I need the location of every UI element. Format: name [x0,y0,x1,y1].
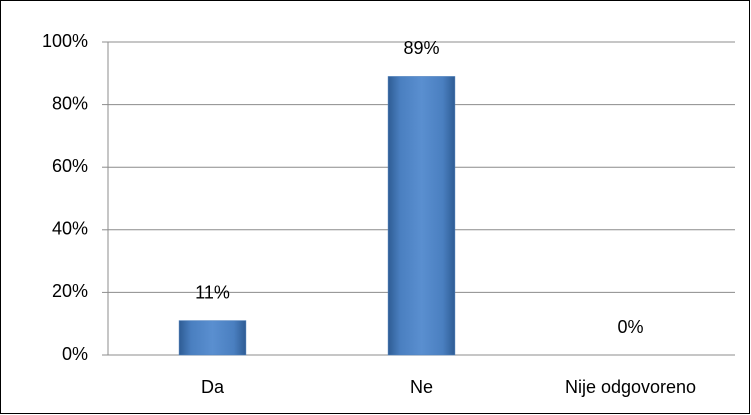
bar [387,76,456,356]
bar [178,320,247,356]
y-tick-label: 80% [52,93,88,113]
y-tick-label: 40% [52,219,88,239]
x-tick-label: Ne [410,377,433,397]
data-label: 0% [617,317,643,337]
x-tick-label: Da [201,377,225,397]
y-tick-label: 60% [52,156,88,176]
data-label: 89% [403,38,439,58]
data-label: 11% [195,282,230,302]
y-tick-label: 100% [42,31,88,51]
y-tick-label: 20% [52,281,88,301]
x-tick-label: Nije odgovoreno [565,377,696,397]
y-tick-label: 0% [62,344,88,364]
